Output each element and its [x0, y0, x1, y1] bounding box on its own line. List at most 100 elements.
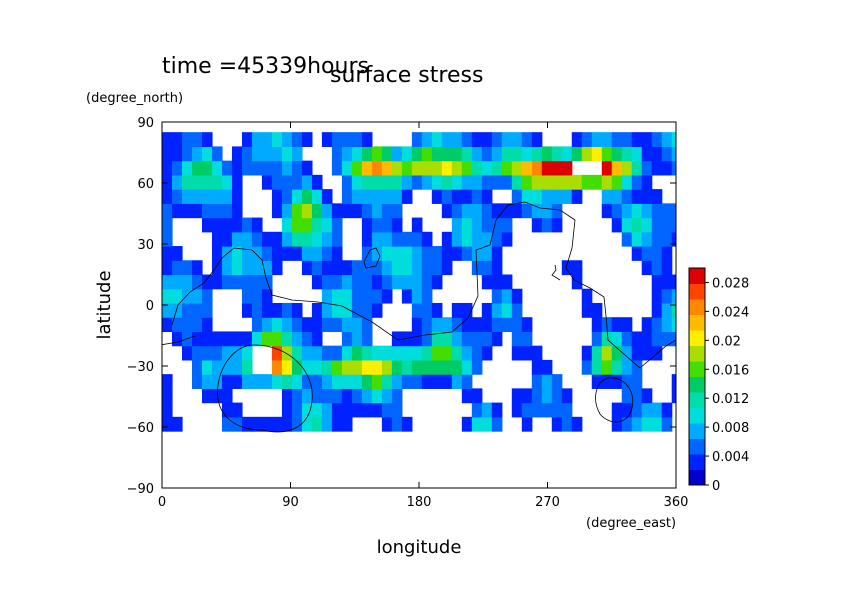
- field-cell: [451, 359, 463, 375]
- field-cell: [431, 246, 443, 261]
- field-cell: [611, 331, 623, 347]
- field-cell: [451, 203, 463, 219]
- field-cell: [331, 132, 343, 147]
- field-cell: [621, 132, 633, 147]
- field-cell: [471, 203, 483, 219]
- field-cell: [361, 146, 373, 162]
- field-cell: [162, 246, 173, 261]
- field-cell: [491, 146, 503, 162]
- field-cell: [671, 132, 676, 147]
- field-cell: [421, 231, 433, 247]
- field-cell: [601, 203, 613, 219]
- field-cell: [521, 203, 533, 219]
- field-cell: [201, 288, 213, 304]
- field-cell: [461, 374, 473, 389]
- field-cell: [431, 302, 443, 318]
- field-cell: [361, 217, 373, 233]
- field-cell: [441, 231, 453, 247]
- field-cell: [351, 146, 363, 162]
- field-cell: [281, 345, 293, 361]
- field-cell: [451, 160, 463, 176]
- field-cell: [401, 189, 413, 204]
- field-cell: [661, 288, 673, 304]
- field-cell: [341, 288, 353, 304]
- field-cell: [221, 217, 233, 233]
- field-cell: [571, 146, 583, 162]
- field-cell: [491, 132, 503, 147]
- field-cell: [511, 132, 523, 147]
- colorbar-band: [689, 438, 705, 455]
- colorbar-band: [689, 345, 705, 362]
- field-cell: [401, 260, 413, 276]
- field-cell: [371, 402, 383, 418]
- field-cell: [381, 246, 393, 261]
- field-cell: [361, 203, 373, 219]
- field-cell: [521, 160, 533, 176]
- field-cell: [331, 374, 343, 389]
- field-cell: [331, 288, 343, 304]
- field-cell: [321, 345, 333, 361]
- field-cell: [171, 416, 183, 432]
- field-cell: [321, 274, 333, 290]
- field-cell: [531, 146, 543, 162]
- field-cell: [541, 189, 553, 204]
- field-cell: [481, 331, 493, 347]
- field-cell: [661, 402, 673, 418]
- field-cell: [361, 174, 373, 190]
- field-cell: [341, 189, 353, 204]
- field-cell: [181, 260, 193, 276]
- field-cell: [641, 174, 653, 190]
- field-cell: [381, 388, 393, 404]
- field-cell: [162, 189, 173, 204]
- field-cell: [381, 345, 393, 361]
- field-cell: [162, 132, 173, 147]
- field-cell: [591, 317, 603, 333]
- field-cell: [171, 203, 183, 219]
- colorbar-band: [689, 392, 705, 408]
- field-cell: [291, 302, 303, 318]
- field-cell: [461, 132, 473, 147]
- field-cell: [261, 317, 273, 333]
- field-cell: [191, 174, 203, 190]
- field-cell: [421, 146, 433, 162]
- coastline-island-b: [363, 247, 381, 269]
- field-cell: [251, 231, 263, 247]
- field-cell: [391, 331, 403, 347]
- field-cell: [211, 203, 223, 219]
- field-cell: [641, 189, 653, 204]
- field-cell: [491, 231, 503, 247]
- field-cell: [551, 174, 563, 190]
- field-cell: [471, 189, 483, 204]
- field-cell: [411, 231, 423, 247]
- field-cell: [471, 160, 483, 176]
- field-cell: [162, 288, 173, 304]
- field-cell: [621, 146, 633, 162]
- field-cell: [291, 174, 303, 190]
- field-cell: [241, 374, 253, 389]
- y-axis-label: latitude: [94, 270, 115, 339]
- field-cell: [631, 388, 643, 404]
- field-cell: [461, 189, 473, 204]
- field-cell: [671, 217, 676, 233]
- field-cell: [211, 260, 223, 276]
- field-cell: [291, 132, 303, 147]
- field-cell: [401, 359, 413, 375]
- field-cell: [331, 146, 343, 162]
- field-cell: [181, 189, 193, 204]
- field-cell: [331, 246, 343, 261]
- field-cell: [331, 416, 343, 432]
- field-cell: [261, 160, 273, 176]
- field-cell: [541, 160, 553, 176]
- field-cell: [451, 331, 463, 347]
- field-cell: [291, 331, 303, 347]
- field-cell: [241, 345, 253, 361]
- field-cell: [631, 189, 643, 204]
- field-cell: [611, 374, 623, 389]
- field-cell: [611, 402, 623, 418]
- field-cell: [162, 217, 173, 233]
- field-cell: [341, 203, 353, 219]
- field-cell: [351, 203, 363, 219]
- field-cell: [221, 388, 233, 404]
- field-cell: [381, 217, 393, 233]
- field-cell: [251, 160, 263, 176]
